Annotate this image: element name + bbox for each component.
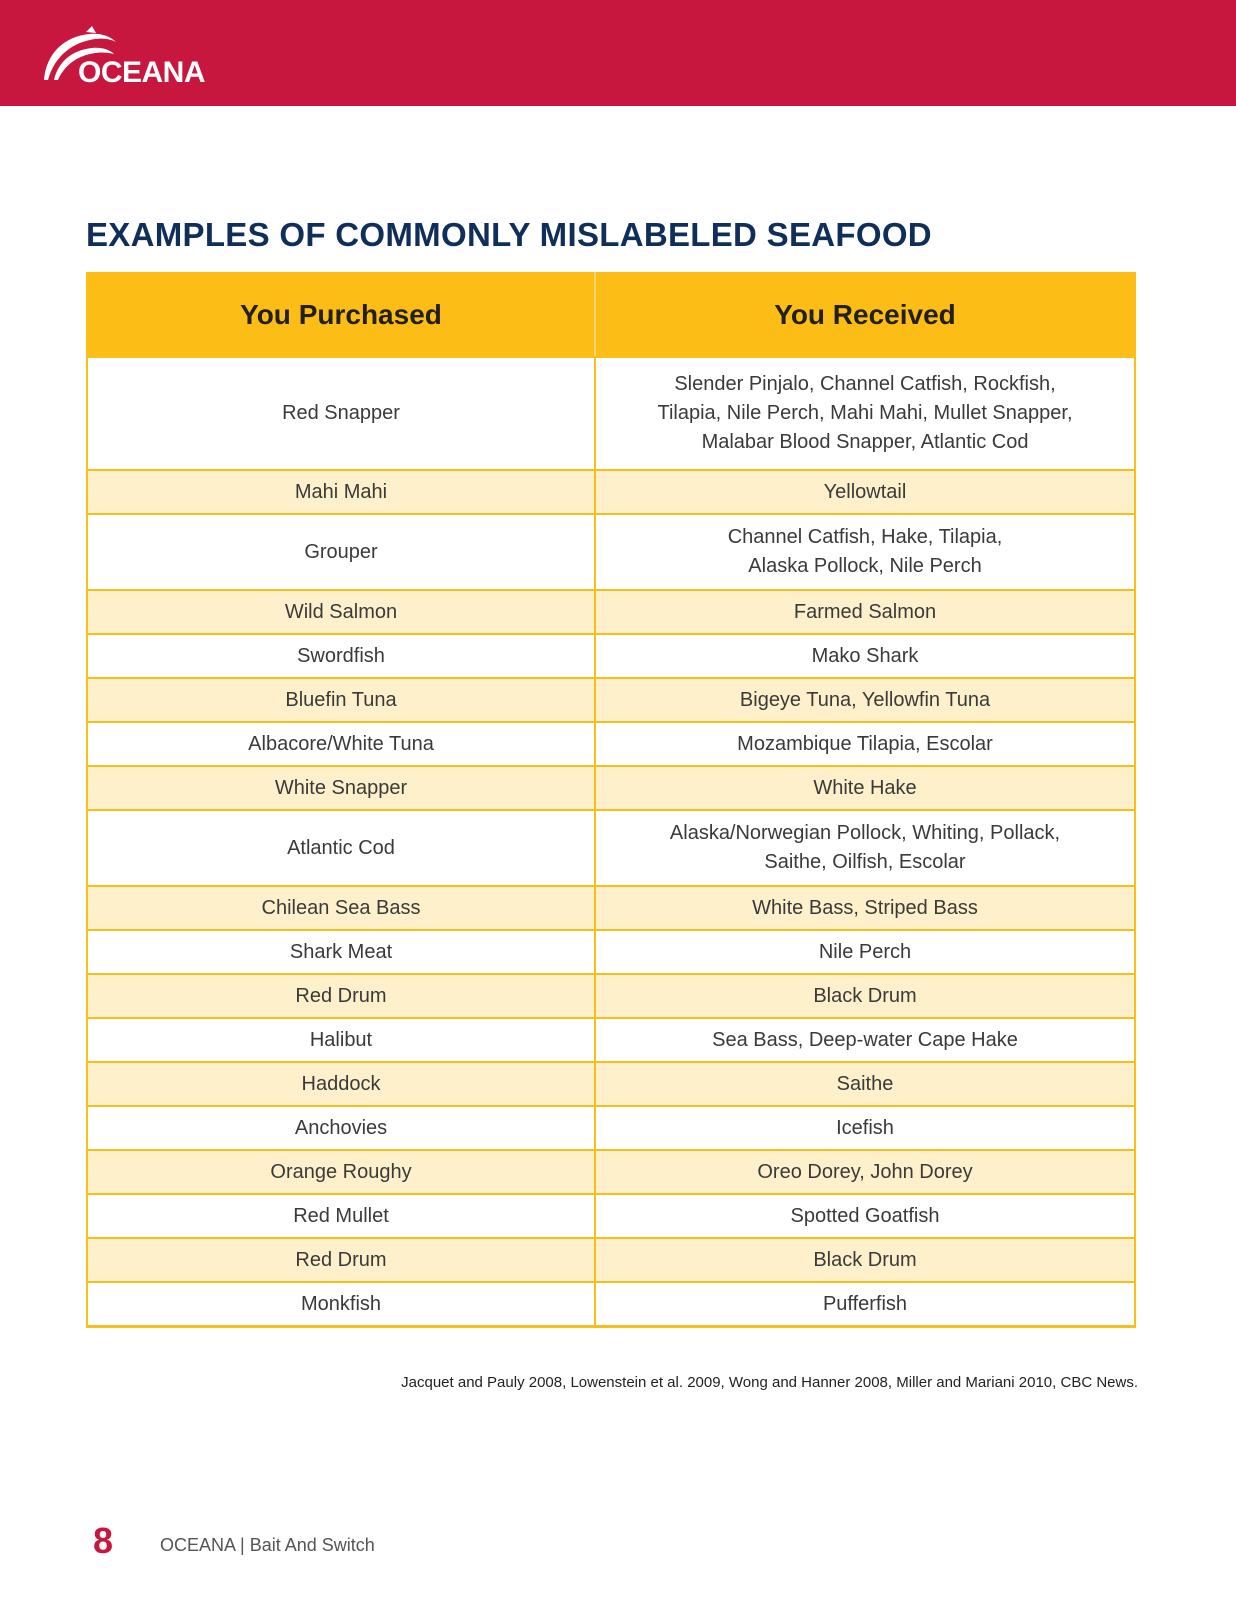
cell-received: Saithe [836, 1072, 894, 1095]
table-row: Halibut Sea Bass, Deep-water Cape Hake [88, 1017, 1134, 1061]
table-row: Grouper Channel Catfish, Hake, Tilapia, A… [88, 513, 1134, 589]
cell-received: Alaska/Norwegian Pollock, Whiting, Polla… [669, 822, 1061, 873]
table-row: Atlantic Cod Alaska/Norwegian Pollock, Wh… [88, 809, 1134, 885]
cell-received: Farmed Salmon [793, 600, 937, 623]
table-row: Wild Salmon Farmed Salmon [88, 589, 1134, 633]
page-number: 8 [93, 1520, 114, 1561]
cell-received: Spotted Goatfish [790, 1204, 940, 1227]
cell-purchased: Red Snapper [88, 358, 596, 469]
source-citation: Jacquet and Pauly 2008, Lowenstein et al… [401, 1374, 1138, 1391]
column-header-received: You Received [774, 298, 956, 330]
page-title: EXAMPLES OF COMMONLY MISLABELED SEAFOOD [86, 216, 932, 253]
table-header-row: You Purchased You Received [88, 272, 1134, 356]
mislabeled-seafood-table: You Purchased You Received Red Snapper Sl… [86, 272, 1136, 1328]
cell-received: Sea Bass, Deep-water Cape Hake [712, 1028, 1018, 1051]
dolphin-icon [44, 26, 116, 80]
cell-purchased: Monkfish [88, 1283, 596, 1325]
cell-received: Bigeye Tuna, Yellowfin Tuna [739, 688, 991, 711]
cell-received: Mozambique Tilapia, Escolar [737, 732, 993, 755]
cell-purchased: Grouper [88, 515, 596, 589]
cell-purchased: Mahi Mahi [88, 471, 596, 513]
oceana-logo: OCEANA [40, 24, 230, 94]
cell-purchased: Haddock [88, 1063, 596, 1105]
table-row: White Snapper White Hake [88, 765, 1134, 809]
brand-name: OCEANA [78, 56, 206, 89]
cell-purchased: Red Drum [88, 975, 596, 1017]
footer-text: OCEANA | Bait And Switch [160, 1535, 375, 1555]
cell-received: Nile Perch [818, 940, 912, 963]
cell-received: Channel Catfish, Hake, Tilapia, Alaska P… [727, 526, 1003, 577]
cell-purchased: Shark Meat [88, 931, 596, 973]
cell-purchased: Wild Salmon [88, 591, 596, 633]
cell-purchased: Anchovies [88, 1107, 596, 1149]
table-row: Red Drum Black Drum [88, 973, 1134, 1017]
cell-received: Slender Pinjalo, Channel Catfish, Rockfi… [657, 373, 1073, 453]
column-header-purchased: You Purchased [88, 272, 596, 356]
table-row: Monkfish Pufferfish [88, 1281, 1134, 1325]
cell-received: Black Drum [813, 984, 917, 1007]
cell-purchased: Atlantic Cod [88, 811, 596, 885]
table-row: Chilean Sea Bass White Bass, Striped Bass [88, 885, 1134, 929]
cell-purchased: Orange Roughy [88, 1151, 596, 1193]
cell-purchased: White Snapper [88, 767, 596, 809]
cell-received: Pufferfish [822, 1292, 908, 1315]
cell-purchased: Albacore/White Tuna [88, 723, 596, 765]
cell-received: White Hake [813, 776, 917, 799]
table-row: Haddock Saithe [88, 1061, 1134, 1105]
cell-purchased: Bluefin Tuna [88, 679, 596, 721]
table-row: Shark Meat Nile Perch [88, 929, 1134, 973]
cell-received: Oreo Dorey, John Dorey [757, 1160, 973, 1183]
table-row: Mahi Mahi Yellowtail [88, 469, 1134, 513]
table-row: Anchovies Icefish [88, 1105, 1134, 1149]
cell-purchased: Red Drum [88, 1239, 596, 1281]
table-row: Red Drum Black Drum [88, 1237, 1134, 1281]
cell-received: Yellowtail [823, 480, 907, 503]
table-row: Albacore/White Tuna Mozambique Tilapia, E… [88, 721, 1134, 765]
cell-received: Icefish [836, 1116, 894, 1139]
cell-purchased: Swordfish [88, 635, 596, 677]
table-row: Swordfish Mako Shark [88, 633, 1134, 677]
cell-purchased: Chilean Sea Bass [88, 887, 596, 929]
table-row: Orange Roughy Oreo Dorey, John Dorey [88, 1149, 1134, 1193]
table-row: Bluefin Tuna Bigeye Tuna, Yellowfin Tuna [88, 677, 1134, 721]
cell-purchased: Halibut [88, 1019, 596, 1061]
table-row: Red Mullet Spotted Goatfish [88, 1193, 1134, 1237]
header-bar: OCEANA [0, 0, 1236, 106]
cell-purchased: Red Mullet [88, 1195, 596, 1237]
cell-received: Mako Shark [811, 644, 919, 667]
table-row: Red Snapper Slender Pinjalo, Channel Catf… [88, 356, 1134, 469]
cell-received: White Bass, Striped Bass [752, 896, 978, 919]
cell-received: Black Drum [813, 1248, 917, 1271]
